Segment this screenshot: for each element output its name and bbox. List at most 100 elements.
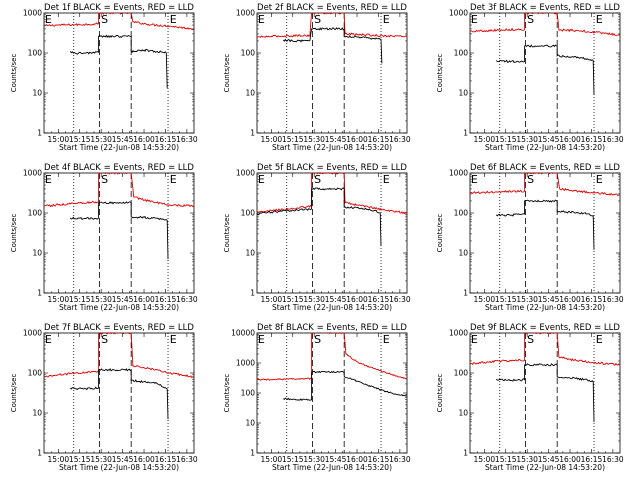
events-series-line <box>69 201 169 260</box>
y-tick-label: 1 <box>463 449 468 458</box>
x-tick-label: 15:15 <box>69 455 91 464</box>
y-axis-label: Counts/sec <box>436 214 444 253</box>
panel-det-5: Det 5f BLACK = Events, RED = LLD 1 10 100 10… <box>223 163 411 312</box>
x-tick-label: 16:30 <box>602 455 624 464</box>
y-tick-label: 1000 <box>23 329 42 338</box>
phase-marker-e: E <box>170 173 177 186</box>
x-tick-label: 15:15 <box>495 295 517 304</box>
x-tick-label: 16:15 <box>581 135 603 144</box>
x-tick-label: 16:15 <box>368 455 390 464</box>
panel-title: Det 9f BLACK = Events, RED = LLD <box>470 323 620 333</box>
x-tick-label: 15:45 <box>325 135 347 144</box>
x-tick-label: 16:30 <box>389 295 411 304</box>
lld-series-line <box>470 333 620 366</box>
x-tick-label: 15:15 <box>282 295 304 304</box>
panel-title: Det 1f BLACK = Events, RED = LLD <box>44 3 194 13</box>
x-tick-label: 15:00 <box>48 295 70 304</box>
y-tick-label: 1000 <box>236 169 255 178</box>
phase-marker-s: S <box>527 13 534 26</box>
x-tick-label: 15:15 <box>69 135 91 144</box>
x-tick-label: 15:00 <box>474 295 496 304</box>
phase-marker-e: E <box>45 13 52 26</box>
y-axis-label: Counts/sec <box>10 54 18 93</box>
plot-frame <box>469 332 621 454</box>
x-tick-label: 15:45 <box>325 295 347 304</box>
x-tick-label: 15:45 <box>112 455 134 464</box>
y-tick-label: 100 <box>241 209 256 218</box>
x-tick-label: 15:30 <box>90 455 112 464</box>
x-tick-label: 15:30 <box>516 295 538 304</box>
y-axis-label: Counts/sec <box>223 214 231 253</box>
x-axis-label: Start Time (22-Jun-08 14:53:20) <box>272 463 392 472</box>
x-tick-label: 15:00 <box>261 455 283 464</box>
x-tick-label: 15:45 <box>112 135 134 144</box>
y-tick-label: 100 <box>454 369 469 378</box>
phase-marker-s: S <box>314 13 321 26</box>
phase-marker-e: E <box>596 13 603 26</box>
events-series-line <box>257 187 382 247</box>
phase-marker-s: S <box>527 333 534 346</box>
x-tick-label: 16:15 <box>368 295 390 304</box>
x-tick-label: 16:30 <box>389 135 411 144</box>
lld-series-line <box>44 333 194 379</box>
y-tick-label: 100 <box>454 49 469 58</box>
y-tick-label: 10 <box>458 409 468 418</box>
y-tick-label: 10 <box>458 249 468 258</box>
x-tick-label: 15:30 <box>516 455 538 464</box>
y-tick-label: 10 <box>458 89 468 98</box>
x-tick-label: 15:00 <box>48 455 70 464</box>
x-tick-label: 15:00 <box>474 135 496 144</box>
x-tick-label: 16:00 <box>559 295 581 304</box>
plot-frame <box>43 12 195 134</box>
x-tick-label: 15:45 <box>538 295 560 304</box>
x-tick-label: 16:00 <box>559 455 581 464</box>
y-tick-label: 100 <box>454 209 469 218</box>
y-axis-label: Counts/sec <box>10 214 18 253</box>
y-tick-label: 10 <box>32 409 42 418</box>
events-series-line <box>495 44 595 95</box>
x-tick-label: 15:45 <box>538 135 560 144</box>
lld-series-line <box>44 173 194 208</box>
phase-marker-e: E <box>45 333 52 346</box>
x-tick-label: 15:30 <box>303 295 325 304</box>
panel-title: Det 7f BLACK = Events, RED = LLD <box>44 323 194 333</box>
y-tick-label: 100 <box>28 209 43 218</box>
lld-series-line <box>257 13 407 38</box>
x-tick-label: 15:00 <box>474 455 496 464</box>
plot-frame <box>256 332 408 454</box>
lld-series-line <box>257 173 407 215</box>
phase-marker-e: E <box>258 173 265 186</box>
x-tick-label: 16:00 <box>133 455 155 464</box>
x-tick-label: 16:30 <box>176 455 198 464</box>
x-axis-label: Start Time (22-Jun-08 14:53:20) <box>485 463 605 472</box>
phase-marker-e: E <box>170 13 177 26</box>
y-tick-label: 100 <box>28 49 43 58</box>
y-axis-label: Counts/sec <box>223 374 231 413</box>
y-axis-label: Counts/sec <box>436 54 444 93</box>
x-tick-label: 16:00 <box>346 135 368 144</box>
x-tick-label: 16:30 <box>176 295 198 304</box>
x-tick-label: 16:30 <box>602 135 624 144</box>
y-tick-label: 1000 <box>236 9 255 18</box>
y-tick-label: 10 <box>32 249 42 258</box>
y-tick-label: 100 <box>28 369 43 378</box>
panel-title: Det 8f BLACK = Events, RED = LLD <box>257 323 407 333</box>
y-axis-label: Counts/sec <box>10 374 18 413</box>
panel-det-6: Det 6f BLACK = Events, RED = LLD 1 10 100 10… <box>436 163 624 312</box>
y-axis-label: Counts/sec <box>223 54 231 93</box>
panel-title: Det 6f BLACK = Events, RED = LLD <box>470 163 620 173</box>
events-series-line <box>69 368 169 420</box>
events-series-line <box>495 199 595 250</box>
x-tick-label: 15:45 <box>325 455 347 464</box>
phase-marker-s: S <box>527 173 534 186</box>
phase-marker-s: S <box>101 13 108 26</box>
x-tick-label: 16:30 <box>176 135 198 144</box>
phase-marker-e: E <box>258 333 265 346</box>
phase-marker-e: E <box>471 333 478 346</box>
plot-frame <box>469 172 621 294</box>
x-axis-label: Start Time (22-Jun-08 14:53:20) <box>59 143 179 152</box>
panel-det-3: Det 3f BLACK = Events, RED = LLD 1 10 100 10… <box>436 3 624 152</box>
x-tick-label: 16:15 <box>581 295 603 304</box>
y-tick-label: 1000 <box>449 169 468 178</box>
y-tick-label: 1000 <box>236 359 255 368</box>
